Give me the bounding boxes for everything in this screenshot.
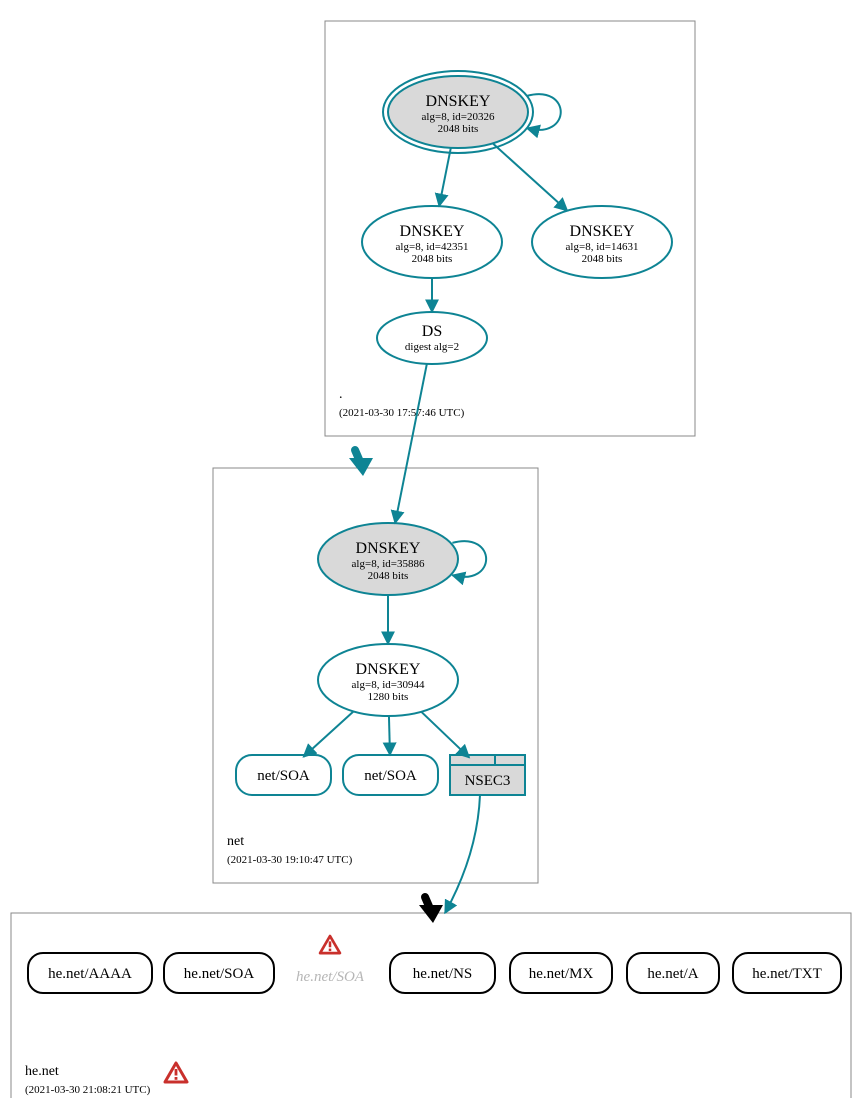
node-title: DNSKEY [356, 540, 421, 557]
node-detail: alg=8, id=14631 [566, 241, 639, 253]
zone-delegation-arrow [419, 897, 443, 923]
record-label: he.net/SOA [296, 969, 365, 985]
node-detail: digest alg=2 [405, 341, 459, 353]
zone-delegation-arrow [349, 450, 373, 476]
node-detail: 1280 bits [368, 691, 409, 703]
node-root_ksk[interactable]: DNSKEYalg=8, id=203262048 bits [383, 71, 561, 153]
node-net_soa1[interactable]: net/SOA [236, 755, 331, 795]
node-root_key3[interactable]: DNSKEYalg=8, id=146312048 bits [532, 206, 672, 278]
record-label: he.net/NS [413, 966, 473, 982]
node-detail: 2048 bits [412, 253, 453, 265]
warning-icon [165, 1063, 187, 1082]
edge-net_zsk-net_soa2 [389, 716, 390, 755]
warning-icon [320, 936, 340, 953]
node-root_zsk[interactable]: DNSKEYalg=8, id=423512048 bits [362, 206, 502, 278]
node-title: DNSKEY [426, 93, 491, 110]
node-net_zsk[interactable]: DNSKEYalg=8, id=309441280 bits [318, 644, 458, 716]
record-label: net/SOA [364, 768, 417, 784]
node-net_ksk[interactable]: DNSKEYalg=8, id=358862048 bits [318, 523, 486, 595]
node-detail: 2048 bits [438, 123, 479, 135]
edge-root_ds-net_ksk [395, 364, 427, 523]
record-label: net/SOA [257, 768, 310, 784]
zone-timestamp: (2021-03-30 17:57:46 UTC) [339, 407, 465, 419]
edge-root_ksk-root_zsk [439, 148, 451, 206]
node-title: DNSKEY [400, 223, 465, 240]
node-title: DS [422, 323, 442, 340]
record-label: he.net/MX [529, 966, 594, 982]
edge-root_ksk-root_key3 [493, 143, 568, 210]
henet-record-3[interactable]: he.net/NS [390, 953, 495, 993]
henet-record-0[interactable]: he.net/AAAA [28, 953, 152, 993]
zone-timestamp: (2021-03-30 19:10:47 UTC) [227, 854, 353, 866]
node-detail: alg=8, id=30944 [352, 679, 425, 691]
record-label: he.net/A [647, 966, 698, 982]
zone-label: he.net [25, 1064, 59, 1079]
henet-record-1[interactable]: he.net/SOA [164, 953, 274, 993]
node-title: DNSKEY [570, 223, 635, 240]
henet-record-5[interactable]: he.net/A [627, 953, 719, 993]
record-label: he.net/AAAA [48, 966, 132, 982]
henet-record-2: he.net/SOA [296, 936, 365, 985]
edge-net_zsk-net_soa1 [303, 711, 353, 757]
zone-label: net [227, 834, 244, 849]
record-label: he.net/SOA [184, 966, 255, 982]
record-label: he.net/TXT [752, 966, 822, 982]
zone-box-henet: he.net (2021-03-30 21:08:21 UTC) [11, 913, 851, 1098]
node-detail: alg=8, id=42351 [396, 241, 469, 253]
node-detail: alg=8, id=35886 [352, 558, 425, 570]
zone-timestamp: (2021-03-30 21:08:21 UTC) [25, 1084, 151, 1096]
node-net_soa2[interactable]: net/SOA [343, 755, 438, 795]
henet-record-4[interactable]: he.net/MX [510, 953, 612, 993]
zone-label: . [339, 387, 343, 402]
node-detail: 2048 bits [368, 570, 409, 582]
record-label: NSEC3 [465, 773, 511, 789]
node-nsec3[interactable]: NSEC3 [450, 755, 525, 795]
node-title: DNSKEY [356, 661, 421, 678]
node-root_ds[interactable]: DSdigest alg=2 [377, 312, 487, 364]
edge-net_zsk-nsec3 [421, 712, 469, 758]
edge-nsec3-henet [445, 795, 480, 913]
henet-record-6[interactable]: he.net/TXT [733, 953, 841, 993]
node-detail: alg=8, id=20326 [422, 111, 495, 123]
node-detail: 2048 bits [582, 253, 623, 265]
